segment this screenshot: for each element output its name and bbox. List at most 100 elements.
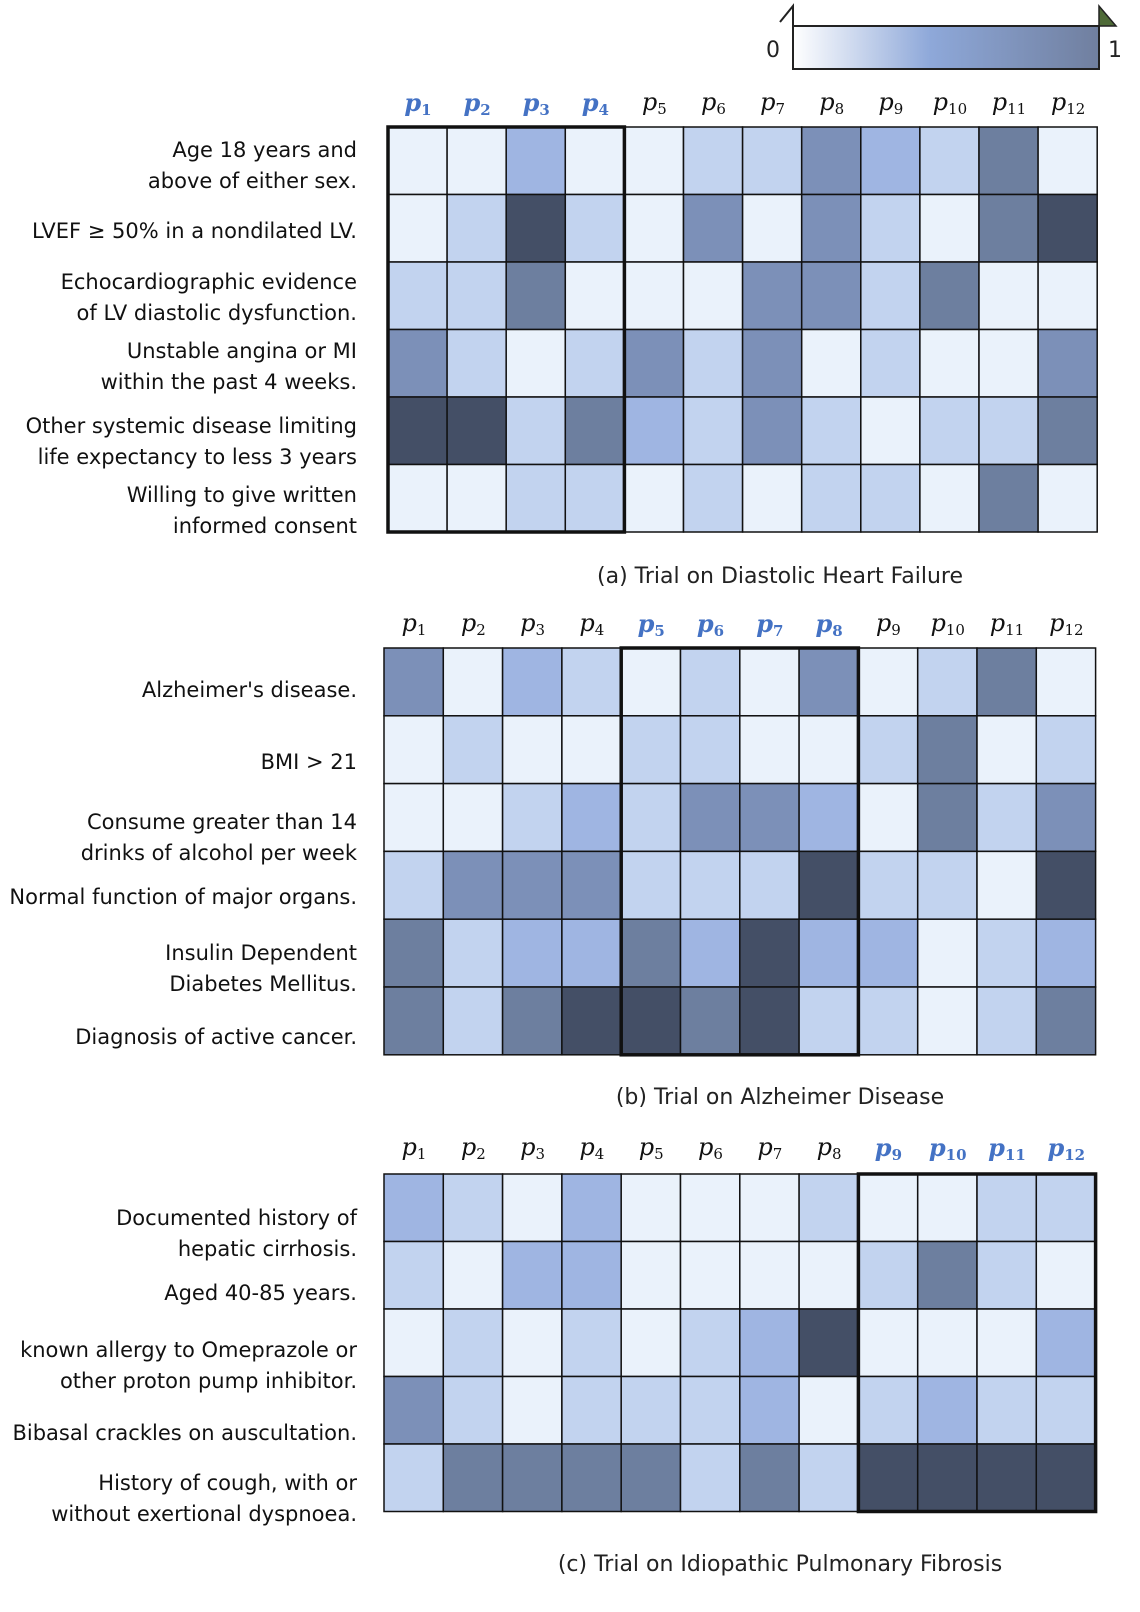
heatmap-cell [620, 1443, 682, 1513]
column-label: p4 [581, 88, 609, 119]
column-label: p7 [756, 609, 784, 640]
panel-c-row-label: Bibasal crackles on auscultation. [12, 1421, 357, 1445]
column-label: p6 [698, 1133, 723, 1163]
highlight-box [386, 125, 627, 534]
heatmap-cell [1035, 986, 1097, 1056]
column-label: p12 [1049, 609, 1084, 639]
colorbar-max-arrow [1098, 3, 1118, 27]
heatmap-cell [916, 1375, 978, 1445]
heatmap-cell [387, 328, 448, 398]
heatmap-cell [383, 986, 445, 1056]
heatmap-cell [1037, 396, 1098, 466]
heatmap-cell [446, 396, 507, 466]
heatmap-cell [442, 986, 504, 1056]
heatmap-cell [387, 261, 448, 331]
heatmap-cell [1035, 1173, 1097, 1243]
heatmap-cell [860, 328, 921, 398]
heatmap-cell [387, 463, 448, 533]
colorbar-gradient [792, 25, 1100, 70]
heatmap-cell [679, 850, 741, 920]
heatmap-cell [564, 261, 626, 331]
heatmap-cell [623, 261, 685, 331]
heatmap-cell [501, 1375, 563, 1445]
column-label: p4 [579, 609, 605, 639]
heatmap-cell [857, 1308, 919, 1378]
heatmap-cell [561, 1308, 622, 1378]
heatmap-cell [1037, 193, 1098, 263]
heatmap-cell [739, 850, 800, 920]
heatmap-cell [387, 193, 448, 263]
heatmap-cell [446, 463, 507, 533]
panel-c-row-label: History of cough, with or without exerti… [51, 1471, 357, 1526]
heatmap-cell [739, 1308, 800, 1378]
heatmap-cell [919, 463, 980, 533]
heatmap-cell [561, 1375, 622, 1445]
heatmap-cell [1035, 1375, 1097, 1445]
heatmap-cell [798, 782, 860, 853]
heatmap-cell [442, 647, 504, 717]
heatmap-cell [1035, 1240, 1097, 1310]
heatmap-cell [739, 1240, 800, 1310]
heatmap-cell [1037, 328, 1098, 398]
heatmap-cell [679, 1375, 741, 1445]
column-label: p5 [641, 88, 667, 118]
column-label: p1 [401, 609, 427, 639]
heatmap-cell [564, 193, 626, 263]
heatmap-cell [916, 1443, 978, 1513]
column-label: p6 [696, 609, 725, 640]
column-label: p2 [460, 609, 486, 639]
heatmap-cell [383, 715, 445, 785]
heatmap-cell [505, 463, 567, 533]
heatmap-cell [800, 328, 862, 398]
panel-b-row-label: Alzheimer's disease. [141, 678, 357, 702]
heatmap-cell [798, 1443, 860, 1513]
panel-a-row-label: Other systemic disease limiting life exp… [25, 414, 357, 469]
heatmap-cell [739, 1173, 800, 1243]
panel-c-row-label: Documented history of hepatic cirrhosis. [116, 1206, 357, 1261]
heatmap-cell [976, 1173, 1038, 1243]
heatmap-cell [919, 126, 980, 196]
heatmap-cell [383, 918, 445, 988]
heatmap-cell [800, 126, 862, 196]
highlight-box [856, 1172, 1098, 1514]
heatmap-cell [682, 126, 744, 196]
heatmap-cell [976, 1375, 1038, 1445]
heatmap-cell [919, 328, 980, 398]
column-label: p8 [815, 609, 843, 640]
heatmap-cell [798, 647, 860, 717]
heatmap-cell [978, 396, 1039, 466]
heatmap-cell [679, 647, 741, 717]
heatmap-cell [798, 1308, 860, 1378]
heatmap-cell [739, 1443, 800, 1513]
heatmap-cell [978, 193, 1039, 263]
heatmap-cell [976, 782, 1038, 853]
heatmap-cell [741, 396, 803, 466]
heatmap-cell [798, 918, 860, 988]
heatmap-cell [1035, 782, 1097, 853]
column-label: p8 [819, 88, 845, 118]
heatmap-cell [620, 1240, 682, 1310]
heatmap-cell [620, 986, 682, 1056]
heatmap-cell [679, 1240, 741, 1310]
heatmap-cell [682, 328, 744, 398]
heatmap-cell [620, 715, 682, 785]
heatmap-cell [442, 1308, 504, 1378]
heatmap-cell [679, 1308, 741, 1378]
column-label: p5 [637, 609, 665, 640]
heatmap-cell [446, 261, 507, 331]
heatmap-cell [976, 986, 1038, 1056]
panel-b-row-label: Insulin Dependent Diabetes Mellitus. [165, 941, 357, 996]
column-label: p3 [520, 609, 546, 639]
heatmap-cell [561, 918, 622, 988]
heatmap-cell [1037, 126, 1098, 196]
panel-b-row-label: Consume greater than 14 drinks of alcoho… [80, 810, 357, 865]
heatmap-cell [798, 1173, 860, 1243]
heatmap-cell [1035, 1308, 1097, 1378]
heatmap-cell [561, 1443, 622, 1513]
heatmap-cell [916, 986, 978, 1056]
colorbar-min-arrow [779, 3, 794, 26]
heatmap-cell [741, 261, 803, 331]
heatmap-cell [501, 1308, 563, 1378]
heatmap-cell [978, 328, 1039, 398]
heatmap-cell [800, 396, 862, 466]
